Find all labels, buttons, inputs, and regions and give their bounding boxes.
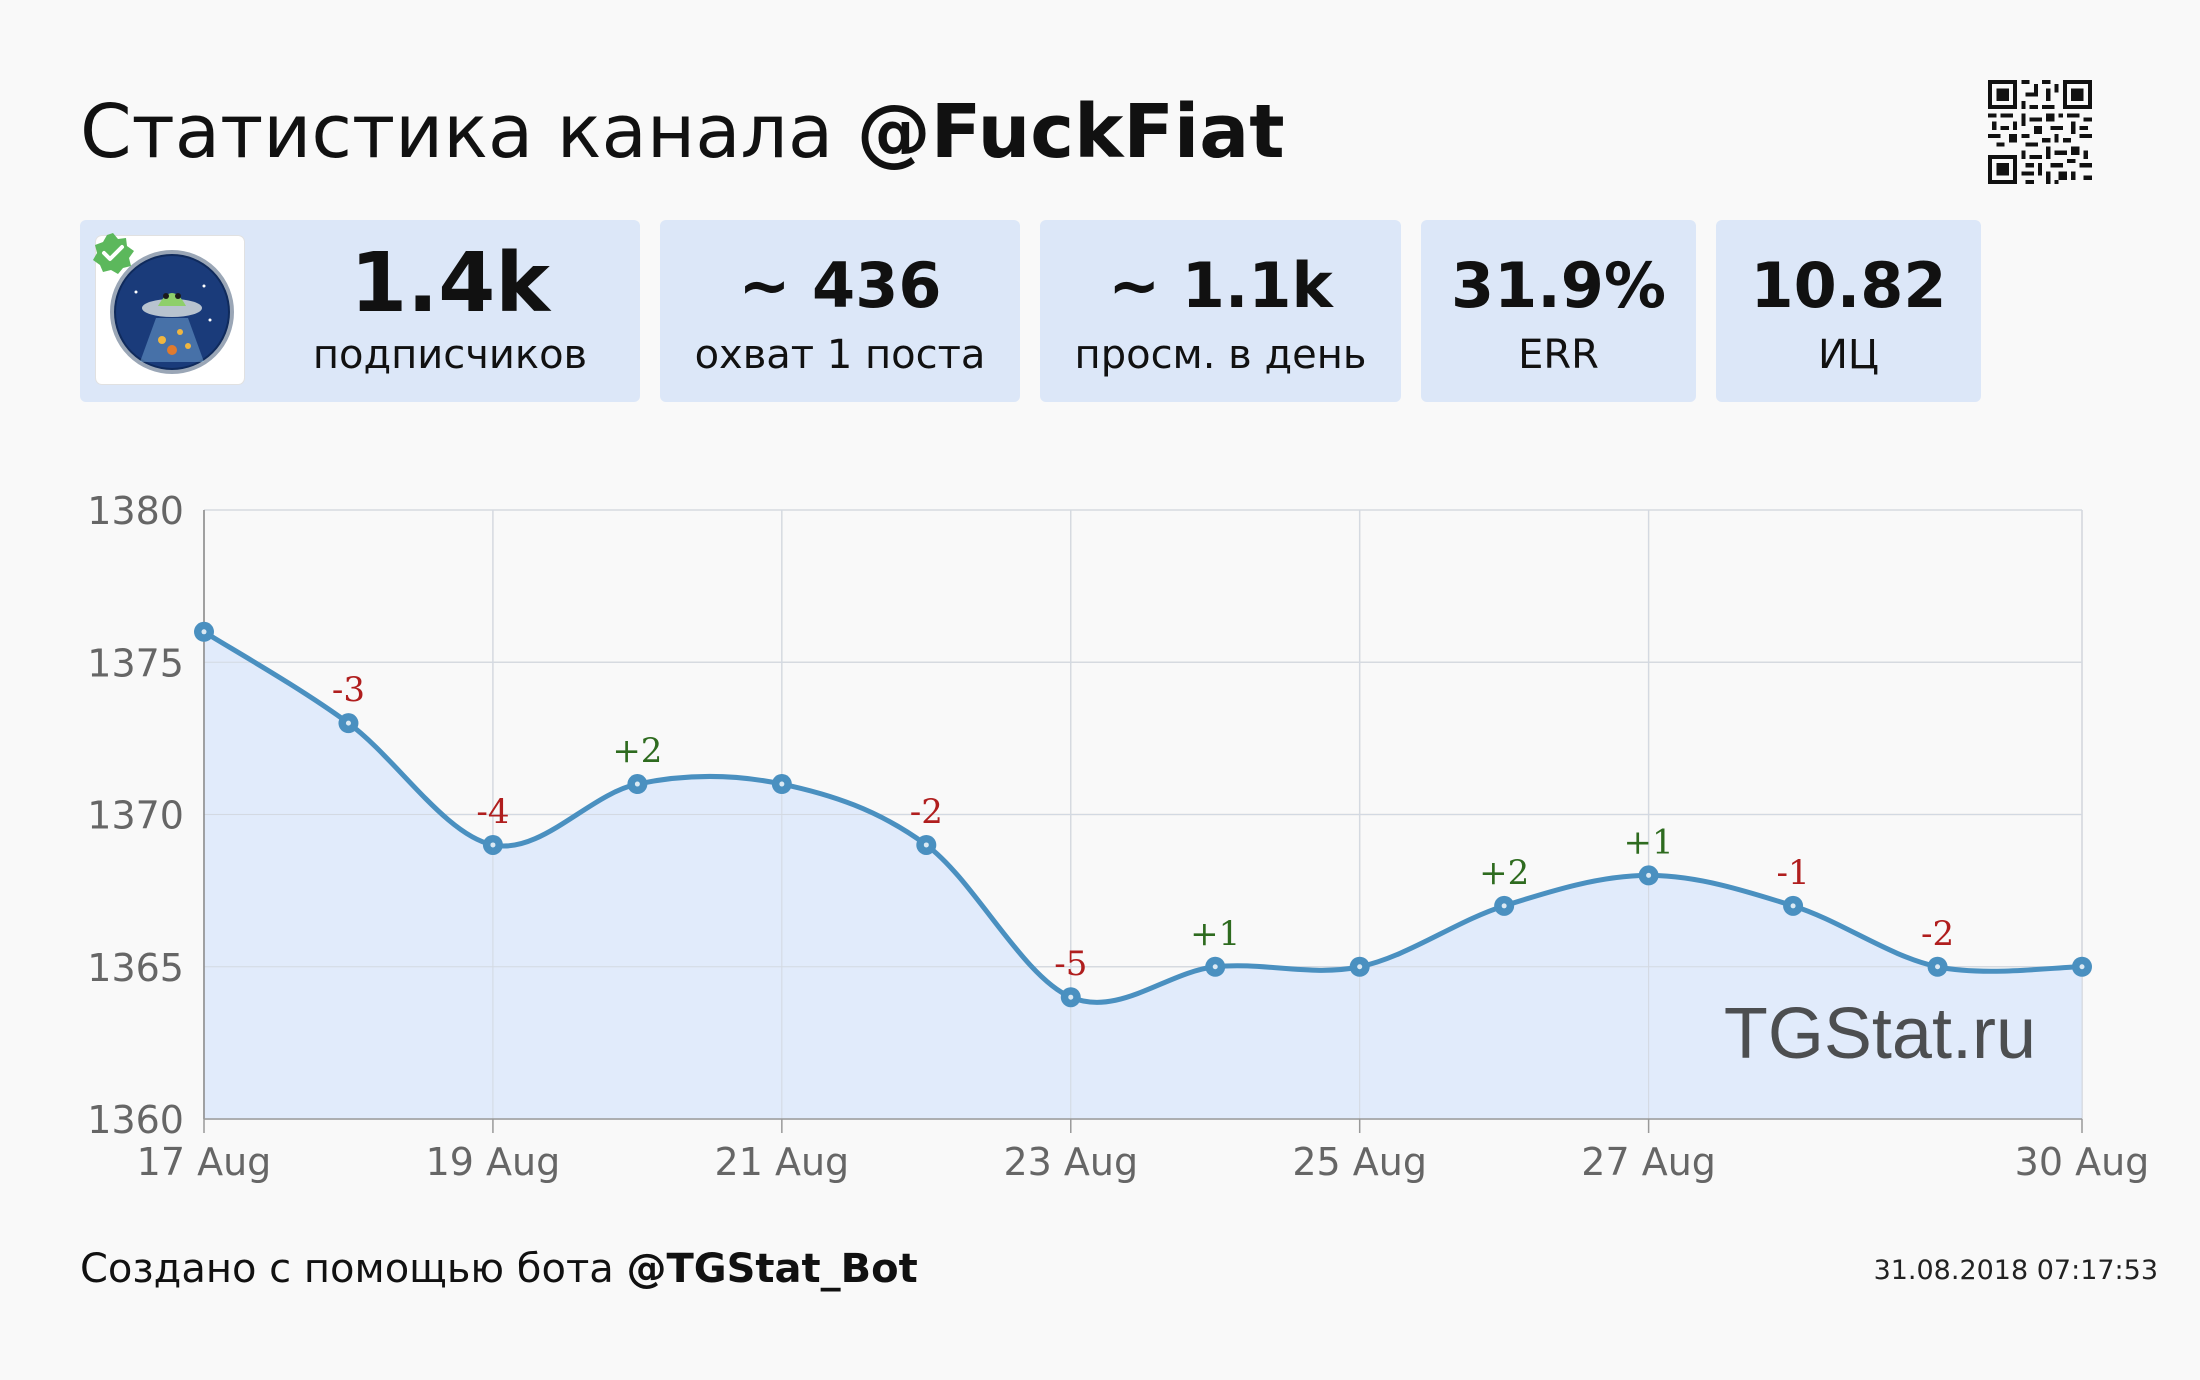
channel-avatar[interactable] xyxy=(93,233,244,384)
x-tick-label: 27 Aug xyxy=(1581,1140,1716,1184)
data-point-center xyxy=(1357,964,1363,970)
y-tick-label: 1370 xyxy=(87,794,184,838)
citation-index-card: 10.82 ИЦ xyxy=(1716,220,1981,402)
reach-value: ~ 436 xyxy=(738,249,942,322)
change-label: +2 xyxy=(1479,853,1529,893)
change-label: -2 xyxy=(1921,914,1954,954)
data-point-center xyxy=(1935,964,1941,970)
data-point-center xyxy=(201,629,207,635)
page-title: Статистика канала @FuckFiat xyxy=(80,84,1285,180)
data-point-center xyxy=(1212,964,1218,970)
x-tick-label: 23 Aug xyxy=(1003,1140,1138,1184)
x-tick-label: 25 Aug xyxy=(1292,1140,1427,1184)
verified-badge-icon xyxy=(93,233,134,274)
x-tick-label: 19 Aug xyxy=(426,1140,561,1184)
daily-views-label: просм. в день xyxy=(1074,332,1367,378)
change-label: +1 xyxy=(1624,822,1674,862)
y-tick-label: 1365 xyxy=(87,946,184,990)
change-label: +2 xyxy=(612,731,662,771)
subscribers-card: 1.4k подписчиков xyxy=(80,220,640,402)
daily-views-card: ~ 1.1k просм. в день xyxy=(1040,220,1401,402)
y-tick-label: 1360 xyxy=(87,1098,184,1142)
footer-text: Создано с помощью бота xyxy=(80,1246,614,1292)
change-label: -3 xyxy=(332,670,365,710)
subscribers-value: 1.4k xyxy=(350,236,550,331)
daily-views-value: ~ 1.1k xyxy=(1108,249,1333,322)
change-label: -2 xyxy=(910,792,943,832)
subscribers-label: подписчиков xyxy=(312,332,588,378)
change-label: -5 xyxy=(1054,944,1087,984)
tgstat-watermark: TGStat.ru xyxy=(1724,994,2036,1074)
area-fill xyxy=(204,631,2082,1119)
title-prefix: Статистика канала xyxy=(80,89,834,175)
channel-handle[interactable]: @FuckFiat xyxy=(856,89,1285,175)
x-tick-label: 21 Aug xyxy=(715,1140,850,1184)
data-point-center xyxy=(1790,903,1796,909)
ufo-avatar-icon xyxy=(110,250,234,374)
data-point-center xyxy=(1068,994,1074,1000)
change-label: -4 xyxy=(476,792,509,832)
err-value: 31.9% xyxy=(1450,249,1667,322)
citation-index-value: 10.82 xyxy=(1750,249,1947,322)
subscribers-chart: 1360 1365 1370 1375 1380 17 Aug 19 Aug 21 Aug 23… xyxy=(87,489,2150,1184)
data-point-center xyxy=(779,781,785,787)
data-point-center xyxy=(2079,964,2085,970)
data-point-center xyxy=(634,781,640,787)
reach-label: охват 1 поста xyxy=(694,332,986,378)
data-point-center xyxy=(490,842,496,848)
y-tick-label: 1380 xyxy=(87,489,184,533)
y-tick-label: 1375 xyxy=(87,641,184,685)
footer-timestamp: 31.08.2018 07:17:53 xyxy=(1873,1255,2158,1286)
reach-card: ~ 436 охват 1 поста xyxy=(660,220,1020,402)
x-tick-label: 17 Aug xyxy=(137,1140,272,1184)
change-label: +1 xyxy=(1190,914,1240,954)
data-point-center xyxy=(345,720,351,726)
data-point-center xyxy=(1501,903,1507,909)
data-point-center xyxy=(923,842,929,848)
citation-index-label: ИЦ xyxy=(1818,332,1879,378)
err-label: ERR xyxy=(1518,332,1599,378)
qr-code-icon xyxy=(1988,80,2092,184)
footer-credit: Создано с помощью бота @TGStat_Bot xyxy=(80,1244,918,1294)
footer-bot-link[interactable]: @TGStat_Bot xyxy=(626,1246,918,1292)
data-point-center xyxy=(1646,872,1652,878)
change-label: -1 xyxy=(1777,853,1810,893)
x-tick-label: 30 Aug xyxy=(2015,1140,2150,1184)
err-card: 31.9% ERR xyxy=(1421,220,1696,402)
